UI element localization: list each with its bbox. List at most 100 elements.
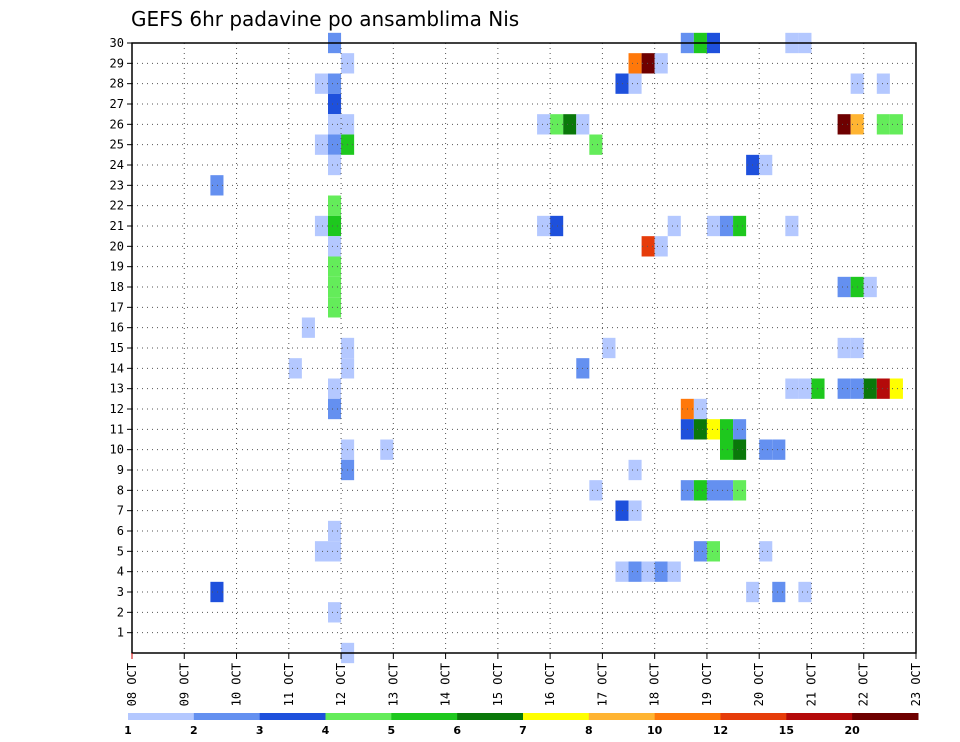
y-tick-label: 19	[110, 260, 124, 274]
cell-40	[667, 215, 681, 237]
cell-68	[837, 378, 851, 399]
x-tick-label: 21 OCT	[804, 663, 818, 706]
cell-15	[876, 73, 890, 94]
cell-82	[380, 439, 394, 460]
colorbar-label: 1	[124, 724, 132, 737]
cell-72	[889, 378, 903, 399]
y-tick-label: 5	[117, 544, 124, 558]
x-tick-label: 22 OCT	[857, 663, 871, 706]
cell-46	[641, 236, 655, 257]
cell-21	[563, 114, 577, 135]
cell-67	[811, 378, 825, 399]
x-tick-label: 20 OCT	[752, 663, 766, 706]
y-tick-label: 6	[117, 524, 124, 538]
colorbar-label: 7	[519, 724, 527, 737]
cell-47	[654, 236, 668, 257]
cell-88	[628, 459, 642, 481]
y-tick-label: 12	[110, 402, 124, 416]
cell-23	[837, 114, 851, 135]
cell-54	[328, 297, 342, 318]
cell-110	[772, 581, 786, 603]
cell-86	[772, 439, 786, 460]
colorbar-swatch	[259, 713, 326, 720]
cell-66	[798, 378, 812, 399]
cell-33	[759, 154, 773, 176]
cell-38	[537, 215, 551, 237]
cell-93	[720, 480, 734, 501]
cell-79	[720, 419, 734, 440]
cell-17	[328, 114, 342, 135]
y-tick-label: 15	[110, 341, 124, 355]
x-tick-label: 23 OCT	[909, 663, 923, 706]
colorbar-swatch	[654, 713, 721, 720]
cell-9	[654, 53, 668, 74]
cell-57	[602, 337, 616, 359]
y-tick-label: 17	[110, 300, 124, 314]
y-tick-label: 2	[117, 605, 124, 619]
y-tick-label: 28	[110, 77, 124, 91]
y-tick-label: 11	[110, 422, 124, 436]
colorbar-swatch	[457, 713, 524, 720]
y-tick-label: 29	[110, 56, 124, 70]
colorbar-label: 20	[845, 724, 861, 737]
cell-108	[210, 581, 224, 603]
colorbar-swatch	[720, 713, 787, 720]
colorbar-label: 10	[647, 724, 663, 737]
colorbar-swatch	[128, 713, 195, 720]
y-tick-label: 23	[110, 178, 124, 192]
cell-20	[550, 114, 564, 135]
colorbar-swatch	[391, 713, 458, 720]
colorbar-label: 3	[256, 724, 264, 737]
cell-31	[328, 154, 342, 176]
colorbar: 1 2 3 4 5 6 7 8 10 12 15 20	[124, 713, 919, 737]
x-tick-label: 18 OCT	[648, 663, 662, 706]
y-tick-label: 20	[110, 239, 124, 253]
cell-52	[863, 276, 877, 298]
cell-94	[733, 480, 747, 501]
cell-26	[889, 114, 903, 135]
cell-45	[328, 236, 342, 257]
cell-41	[706, 215, 720, 237]
cell-84	[733, 439, 747, 460]
cell-80	[733, 419, 747, 440]
cell-64	[328, 378, 342, 399]
cell-83	[720, 439, 734, 460]
y-tick-label: 21	[110, 219, 124, 233]
cell-89	[589, 480, 603, 501]
cell-44	[785, 215, 799, 237]
colorbar-label: 15	[779, 724, 794, 737]
cell-49	[328, 276, 342, 298]
cell-43	[733, 215, 747, 237]
colorbar-label: 5	[388, 724, 396, 737]
cell-42	[720, 215, 734, 237]
x-tick-label: 13 OCT	[386, 663, 400, 706]
cell-10	[314, 73, 328, 94]
colorbar-swatch	[852, 713, 919, 720]
cell-99	[328, 541, 342, 562]
cell-102	[759, 541, 773, 562]
cell-13	[628, 73, 642, 94]
cell-58	[837, 337, 851, 359]
x-tick-label: 09 OCT	[177, 663, 191, 706]
colorbar-swatch	[193, 713, 261, 720]
cell-106	[654, 561, 668, 582]
x-tick-label: 11 OCT	[282, 663, 296, 706]
colorbar-swatch	[325, 713, 392, 720]
x-tick-label: 14 OCT	[439, 663, 453, 706]
y-tick-label: 1	[117, 626, 124, 640]
y-tick-label: 13	[110, 382, 124, 396]
x-tick-label: 19 OCT	[700, 663, 714, 706]
colorbar-swatch	[588, 713, 656, 720]
y-tick-label: 10	[110, 443, 124, 457]
cell-78	[706, 419, 720, 440]
cell-98	[314, 541, 328, 562]
cell-107	[667, 561, 681, 582]
cell-11	[328, 73, 342, 94]
y-tick-label: 16	[110, 321, 124, 335]
y-tick-label: 18	[110, 280, 124, 294]
y-tick-label: 27	[110, 97, 124, 111]
cell-77	[693, 419, 707, 440]
colorbar-label: 4	[322, 724, 330, 737]
y-tick-label: 30	[110, 36, 124, 50]
cell-97	[328, 520, 342, 542]
